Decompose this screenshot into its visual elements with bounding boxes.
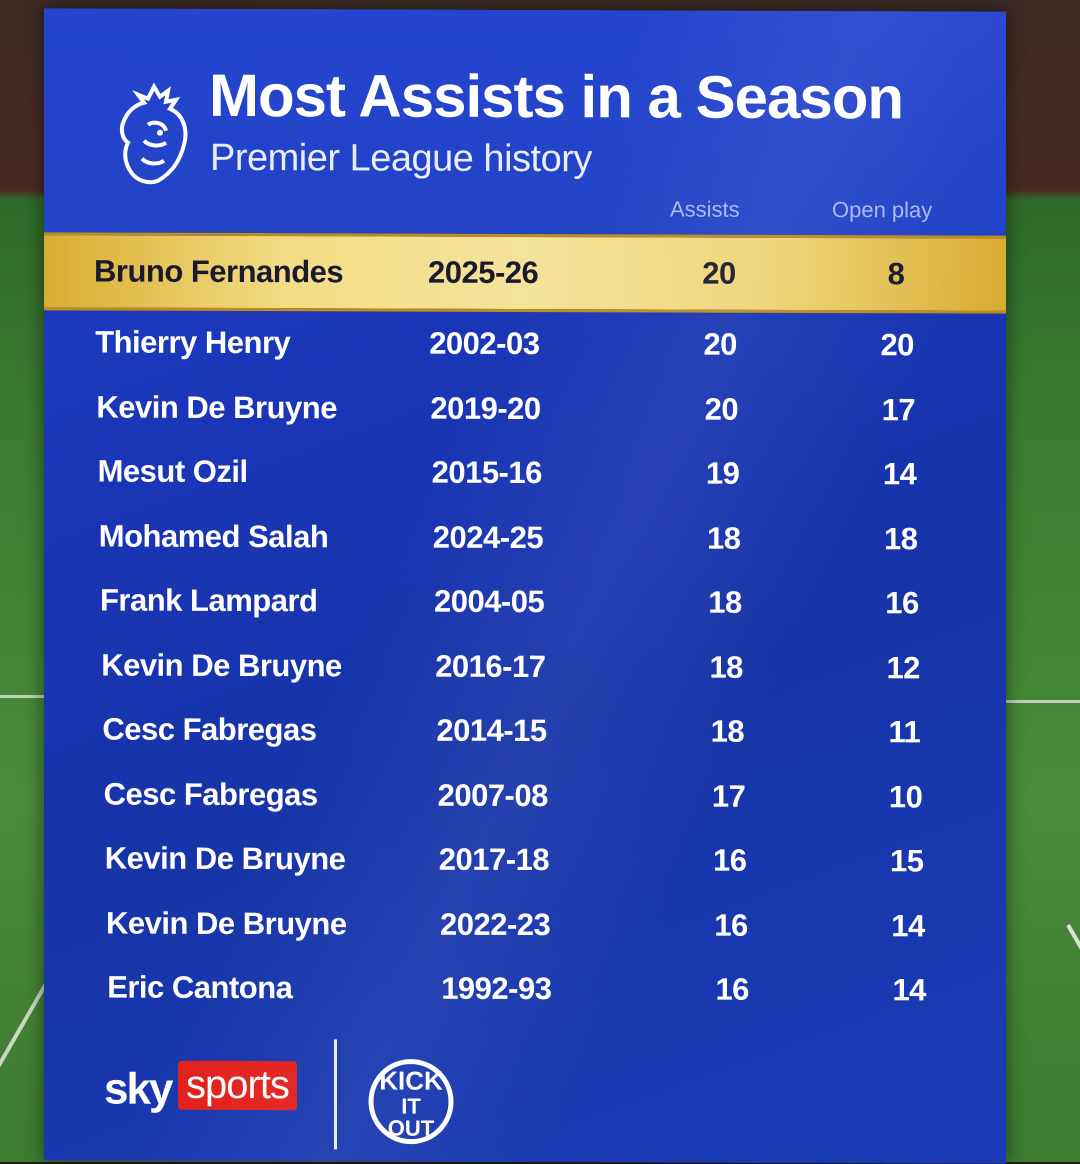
player-name: Kevin De Bruyne — [101, 647, 342, 683]
season: 2014-15 — [436, 712, 547, 749]
open-play-count: 12 — [886, 649, 920, 685]
table-row: Cesc Fabregas 2014-15 18 11 — [44, 697, 1006, 764]
player-name: Kevin De Bruyne — [104, 840, 346, 877]
table-row-highlighted: Bruno Fernandes 2025-26 20 8 — [44, 232, 1006, 314]
column-header-open-play: Open play — [832, 197, 933, 223]
table-row: Thierry Henry 2002-03 20 20 — [44, 310, 1006, 377]
season: 2015-16 — [431, 454, 542, 491]
table-row: Mohamed Salah 2024-25 18 18 — [44, 504, 1006, 571]
open-play-count: 10 — [888, 778, 923, 814]
column-header-assists: Assists — [670, 196, 740, 222]
pitch-line — [0, 695, 60, 698]
player-name: Eric Cantona — [107, 969, 293, 1006]
table-row: Eric Cantona 1992-93 16 14 — [44, 955, 1006, 1022]
svg-text:OUT: OUT — [388, 1116, 435, 1141]
page-subtitle: Premier League history — [210, 136, 592, 181]
player-name: Bruno Fernandes — [94, 253, 344, 290]
open-play-count: 11 — [888, 714, 921, 750]
assists-count: 18 — [709, 649, 743, 685]
panel-header — [44, 8, 1006, 242]
kick-it-out-logo: KICK IT OUT — [368, 1059, 454, 1145]
sports-logo: sports — [178, 1060, 297, 1111]
table-row: Kevin De Bruyne 2022-23 16 14 — [44, 891, 1006, 958]
assists-count: 18 — [708, 584, 742, 620]
open-play-count: 18 — [884, 520, 918, 556]
table-row: Kevin De Bruyne 2016-17 18 12 — [44, 633, 1006, 700]
assists-count: 16 — [714, 907, 748, 943]
assists-count: 20 — [704, 391, 739, 427]
sky-logo: sky — [104, 1064, 172, 1114]
assists-count: 16 — [713, 842, 747, 878]
svg-text:IT: IT — [401, 1094, 421, 1119]
open-play-count: 14 — [891, 907, 925, 943]
season: 2017-18 — [438, 841, 550, 878]
assists-count: 20 — [703, 326, 737, 362]
table-row: Cesc Fabregas 2007-08 17 10 — [44, 762, 1006, 829]
season: 2002-03 — [429, 325, 540, 362]
footer-divider — [334, 1039, 337, 1150]
season: 2019-20 — [430, 390, 541, 426]
open-play-count: 15 — [890, 843, 924, 879]
season: 2007-08 — [437, 777, 548, 813]
stats-panel: Most Assists in a Season Premier League … — [44, 8, 1006, 1164]
season: 2022-23 — [440, 906, 551, 942]
player-name: Cesc Fabregas — [102, 711, 317, 748]
assists-count: 17 — [711, 778, 746, 814]
open-play-count: 8 — [887, 256, 905, 292]
player-name: Mohamed Salah — [98, 518, 329, 554]
season: 2025-26 — [428, 254, 539, 291]
player-name: Kevin De Bruyne — [106, 905, 347, 941]
player-name: Frank Lampard — [100, 582, 318, 619]
premier-league-lion-icon — [119, 82, 188, 185]
table-row: Mesut Ozil 2015-16 19 14 — [44, 439, 1006, 506]
pitch-line — [1000, 700, 1080, 703]
open-play-count: 16 — [885, 585, 919, 621]
player-name: Cesc Fabregas — [103, 776, 318, 812]
season: 1992-93 — [441, 970, 552, 1007]
table-row: Kevin De Bruyne 2019-20 20 17 — [44, 375, 1006, 442]
table-row: Kevin De Bruyne 2017-18 16 15 — [44, 826, 1006, 893]
player-name: Mesut Ozil — [97, 453, 248, 490]
open-play-count: 17 — [881, 391, 916, 427]
assists-count: 18 — [707, 520, 741, 556]
assists-count: 20 — [702, 255, 736, 291]
open-play-count: 14 — [882, 456, 917, 492]
svg-text:KICK: KICK — [379, 1065, 443, 1095]
player-name: Kevin De Bruyne — [96, 389, 337, 425]
season: 2016-17 — [435, 648, 546, 684]
open-play-count: 20 — [880, 327, 914, 363]
assists-count: 19 — [705, 455, 740, 491]
table-row: Frank Lampard 2004-05 18 16 — [44, 568, 1006, 635]
assists-count: 18 — [710, 713, 745, 749]
player-name: Thierry Henry — [95, 324, 291, 361]
season: 2004-05 — [434, 583, 545, 620]
season: 2024-25 — [432, 519, 544, 555]
footer-logos: sky sports KICK IT OUT — [104, 1039, 604, 1151]
assists-count: 16 — [715, 971, 749, 1007]
page-title: Most Assists in a Season — [209, 61, 904, 132]
open-play-count: 14 — [892, 972, 926, 1008]
